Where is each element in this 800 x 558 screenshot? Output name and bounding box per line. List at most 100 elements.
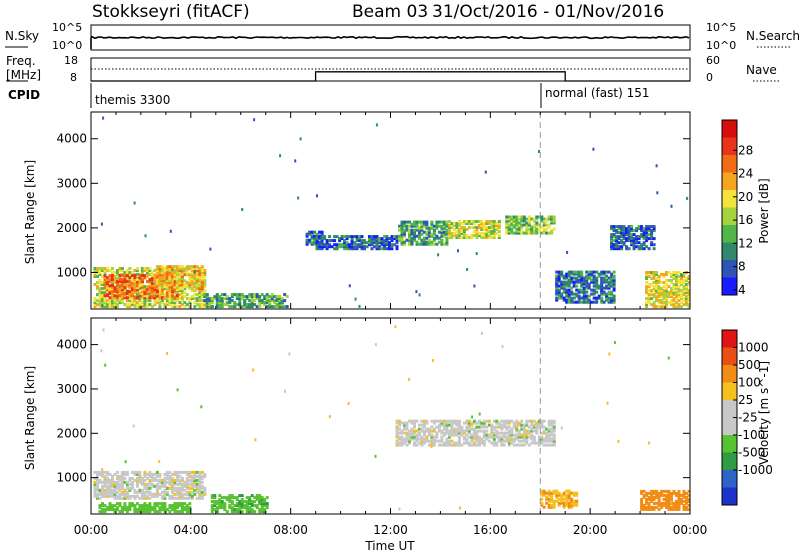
power-cell	[355, 245, 359, 249]
velocity-cell	[457, 437, 461, 441]
velocity-cell	[200, 484, 204, 488]
velocity-cell	[165, 476, 169, 480]
velocity-cell	[145, 494, 149, 498]
power-cell	[602, 270, 606, 274]
velocity-cell	[542, 439, 546, 443]
power-cell	[193, 281, 197, 284]
power-cell	[260, 293, 264, 297]
power-cell	[408, 232, 411, 236]
power-cell	[313, 230, 317, 234]
power-cell	[178, 281, 182, 285]
velocity-cell	[487, 433, 491, 437]
power-cell	[680, 274, 683, 278]
velocity-cell	[552, 491, 556, 495]
velocity-cell	[108, 484, 112, 488]
power-cell	[440, 232, 444, 236]
power-cell	[435, 236, 439, 240]
power-cell	[552, 221, 556, 225]
power-cell	[395, 235, 399, 239]
velocity-cell	[667, 497, 671, 501]
velocity-cell	[467, 425, 471, 429]
velocity-cell	[98, 506, 102, 510]
power-cell	[650, 231, 654, 235]
power-cell	[155, 275, 159, 279]
power-cell	[465, 236, 469, 239]
power-cell	[517, 229, 521, 233]
power-cell	[150, 288, 154, 292]
velocity-cell	[185, 476, 189, 480]
power-cell	[562, 298, 566, 302]
power-cell	[299, 137, 302, 141]
power-cell	[103, 276, 107, 280]
power-cell	[632, 243, 636, 247]
velocity-cell	[218, 504, 222, 508]
power-cell	[168, 281, 172, 285]
power-cell	[185, 273, 189, 277]
velocity-cell	[537, 435, 541, 439]
power-cell	[587, 272, 591, 276]
velocity-cell	[517, 443, 521, 447]
power-cell	[155, 273, 159, 276]
power-cell	[632, 237, 636, 241]
velocity-cell	[116, 474, 119, 478]
power-cell	[163, 281, 167, 285]
velocity-cell	[487, 423, 491, 427]
velocity-cell	[667, 495, 671, 499]
power-cell	[373, 237, 376, 241]
power-cell	[460, 236, 464, 239]
power-cell	[677, 281, 681, 284]
power-cell	[675, 275, 678, 278]
velocity-cell	[163, 484, 167, 488]
power-cell	[595, 296, 599, 300]
velocity-cell	[675, 499, 678, 503]
velocity-cell	[418, 427, 421, 431]
power-cell	[135, 282, 139, 286]
power-cell	[230, 293, 234, 297]
power-cell	[145, 292, 149, 296]
power-cell	[612, 282, 616, 286]
velocity-cell	[400, 443, 404, 447]
power-cell	[195, 285, 199, 289]
power-cell	[507, 227, 511, 231]
velocity-cell	[403, 431, 406, 435]
velocity-cell	[680, 501, 683, 505]
velocity-cell	[175, 476, 179, 480]
power-cell	[375, 239, 379, 243]
power-cell	[665, 291, 668, 295]
power-cell	[183, 287, 187, 291]
power-cell	[318, 247, 322, 251]
velocity-cell	[550, 503, 554, 507]
velocity-cell	[238, 506, 242, 510]
velocity-cell	[125, 486, 129, 490]
velocity-cell	[555, 491, 559, 495]
velocity-cell	[153, 472, 157, 476]
velocity-cell	[160, 484, 164, 488]
power-cell	[313, 234, 317, 238]
velocity-cell	[685, 505, 688, 509]
power-cell	[98, 287, 102, 291]
power-cell	[612, 274, 616, 278]
velocity-cell	[155, 494, 159, 498]
velocity-cell	[193, 478, 197, 482]
power-cell	[480, 232, 484, 235]
velocity-cell	[460, 443, 464, 447]
power-cell	[650, 277, 654, 280]
velocity-cell	[492, 425, 496, 429]
velocity-cell	[445, 443, 449, 447]
power-cell	[398, 238, 401, 242]
velocity-cell	[140, 490, 144, 494]
power-cell	[135, 303, 139, 307]
power-cell	[108, 274, 112, 278]
power-cell	[140, 292, 144, 296]
velocity-cell	[530, 423, 534, 427]
power-cell	[540, 219, 544, 223]
velocity-cell	[260, 500, 264, 504]
power-colorbar-tick-label: 24	[738, 167, 753, 181]
velocity-cell	[178, 470, 182, 474]
power-cell	[160, 285, 164, 289]
velocity-cell	[560, 495, 564, 499]
power-cell	[208, 305, 212, 309]
velocity-cell	[180, 510, 184, 514]
velocity-cell	[111, 494, 114, 498]
power-cell	[188, 297, 192, 301]
